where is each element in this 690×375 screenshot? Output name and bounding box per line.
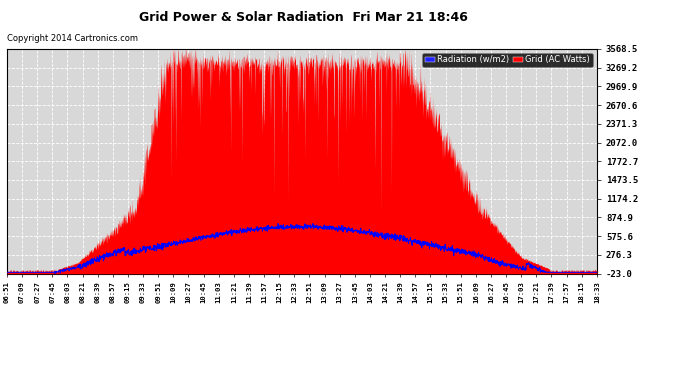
Text: Copyright 2014 Cartronics.com: Copyright 2014 Cartronics.com — [7, 34, 138, 43]
Text: Grid Power & Solar Radiation  Fri Mar 21 18:46: Grid Power & Solar Radiation Fri Mar 21 … — [139, 11, 468, 24]
Legend: Radiation (w/m2), Grid (AC Watts): Radiation (w/m2), Grid (AC Watts) — [422, 53, 593, 67]
